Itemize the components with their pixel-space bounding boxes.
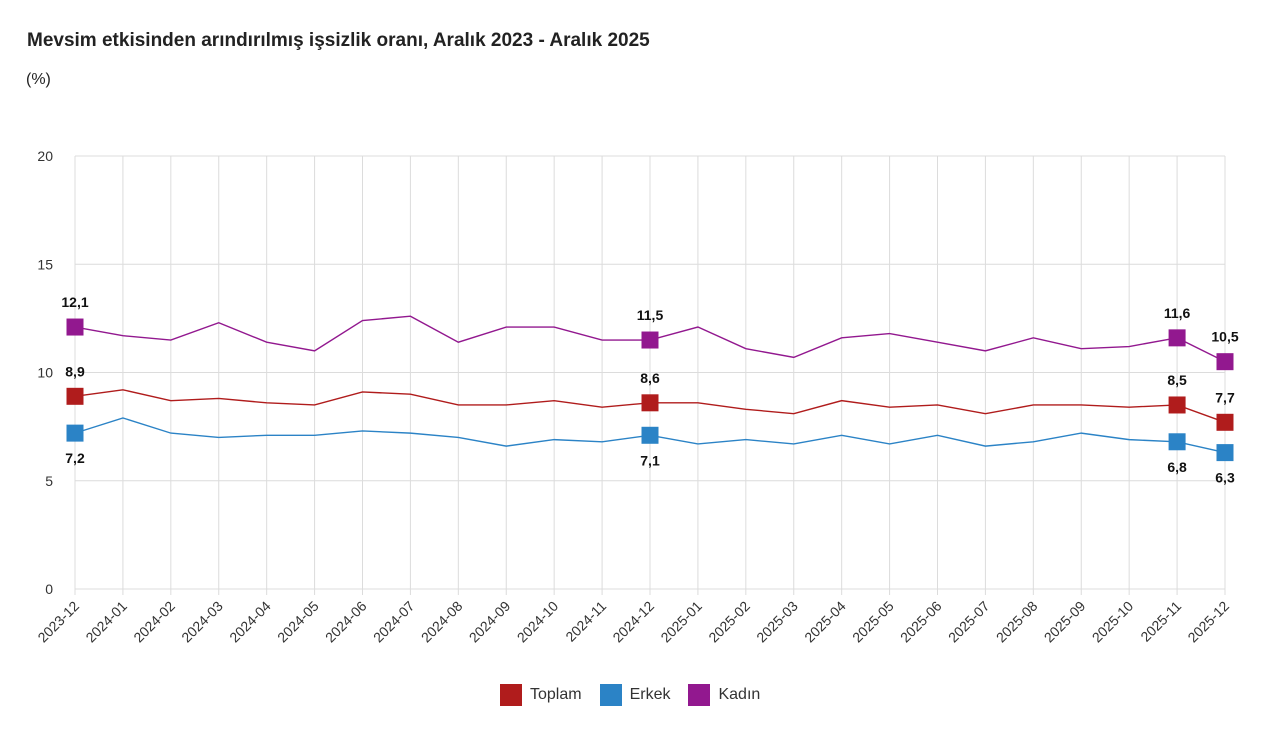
- y-tick-label: 5: [45, 473, 53, 489]
- y-tick-label: 20: [37, 148, 53, 164]
- data-label: 7,2: [65, 450, 85, 466]
- grid: [74, 155, 1226, 595]
- x-tick-label: 2025-05: [849, 598, 897, 646]
- x-tick-label: 2025-03: [753, 598, 801, 646]
- data-point-marker[interactable]: [641, 331, 659, 349]
- x-tick-label: 2025-09: [1041, 598, 1089, 646]
- series-markers: [66, 316, 1234, 462]
- legend-label-kadin: Kadın: [718, 686, 761, 703]
- x-tick-label: 2024-10: [514, 598, 562, 646]
- x-tick-label: 2023-12: [34, 598, 82, 646]
- data-point-marker[interactable]: [1168, 396, 1186, 414]
- x-tick-label: 2025-11: [1137, 598, 1184, 645]
- x-tick-label: 2024-03: [178, 598, 226, 646]
- data-label: 11,5: [637, 307, 664, 323]
- x-tick-label: 2024-08: [418, 598, 466, 646]
- x-tick-label: 2025-06: [897, 598, 945, 646]
- data-label: 10,5: [1211, 329, 1238, 345]
- x-tick-label: 2024-02: [130, 598, 178, 646]
- x-tick-label: 2025-08: [993, 598, 1041, 646]
- x-tick-label: 2024-12: [609, 598, 657, 646]
- y-tick-label: 10: [37, 365, 53, 381]
- legend-label-erkek: Erkek: [629, 686, 671, 703]
- data-labels: 8,9 8,6 8,5 7,7 7,2 7,1 6,8 6,3 12,1 11,5 11,6 10,5: [61, 294, 1238, 486]
- legend-item-kadin[interactable]: Kadın: [688, 684, 760, 706]
- legend-swatch-toplam: [500, 684, 522, 706]
- data-point-marker[interactable]: [1216, 413, 1234, 431]
- data-point-marker[interactable]: [1168, 433, 1186, 451]
- legend: Toplam Erkek Kadın: [500, 684, 760, 706]
- x-tick-label: 2025-02: [705, 598, 753, 646]
- data-label: 12,1: [61, 294, 88, 310]
- data-point-marker[interactable]: [66, 318, 84, 336]
- data-label: 8,5: [1167, 372, 1187, 388]
- x-axis-ticks: 2023-12 2024-01 2024-02 2024-03 2024-04 2024-…: [34, 598, 1232, 646]
- x-tick-label: 2024-04: [226, 598, 274, 646]
- y-tick-label: 0: [45, 581, 53, 597]
- legend-item-erkek[interactable]: Erkek: [599, 684, 671, 706]
- unit-label: (%): [26, 71, 51, 88]
- x-tick-label: 2024-01: [82, 598, 130, 646]
- x-tick-label: 2024-07: [370, 598, 418, 646]
- data-label: 11,6: [1164, 305, 1191, 321]
- data-point-marker[interactable]: [66, 424, 84, 442]
- x-tick-label: 2025-04: [801, 598, 849, 646]
- data-label: 8,6: [640, 370, 660, 386]
- data-point-marker[interactable]: [66, 387, 84, 405]
- x-tick-label: 2025-12: [1184, 598, 1232, 646]
- data-point-marker[interactable]: [641, 426, 659, 444]
- x-tick-label: 2025-10: [1089, 598, 1137, 646]
- x-tick-label: 2025-01: [657, 598, 705, 646]
- x-tick-label: 2024-11: [562, 598, 609, 645]
- legend-swatch-erkek: [599, 684, 622, 706]
- data-label: 7,1: [640, 452, 660, 468]
- y-axis-ticks: 0 5 10 15 20: [37, 148, 53, 597]
- data-label: 7,7: [1215, 389, 1235, 405]
- y-tick-label: 15: [37, 256, 53, 272]
- data-point-marker[interactable]: [641, 394, 659, 412]
- data-label: 6,8: [1167, 459, 1187, 475]
- x-tick-label: 2024-06: [322, 598, 370, 646]
- data-point-marker[interactable]: [1168, 329, 1186, 347]
- data-point-marker[interactable]: [1216, 444, 1234, 462]
- data-label: 8,9: [65, 363, 85, 379]
- x-tick-label: 2024-09: [466, 598, 514, 646]
- legend-item-toplam[interactable]: Toplam: [500, 684, 582, 706]
- x-tick-label: 2025-07: [945, 598, 993, 646]
- legend-label-toplam: Toplam: [530, 686, 582, 703]
- data-point-marker[interactable]: [1216, 353, 1234, 371]
- x-tick-label: 2024-05: [274, 598, 322, 646]
- legend-swatch-kadin: [688, 684, 711, 706]
- chart-title: Mevsim etkisinden arındırılmış işsizlik …: [27, 30, 650, 51]
- data-label: 6,3: [1215, 470, 1235, 486]
